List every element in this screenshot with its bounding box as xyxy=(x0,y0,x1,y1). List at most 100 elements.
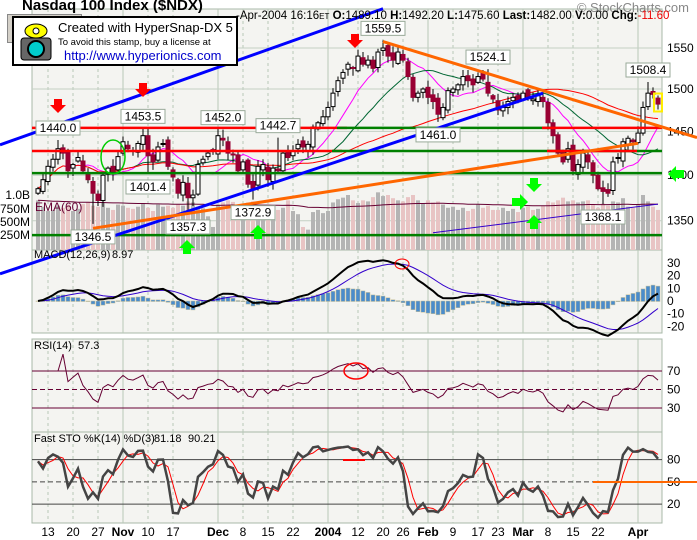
candle xyxy=(580,152,586,168)
volume-bar xyxy=(296,214,300,250)
x-axis-tick-label: 13 xyxy=(41,525,55,539)
callout-box xyxy=(625,62,671,78)
x-axis-tick-label: 15 xyxy=(261,525,275,539)
volume-bar xyxy=(116,204,120,250)
volume-bar xyxy=(286,200,290,250)
macd-histogram-bar xyxy=(95,300,101,307)
macd-histogram-bar xyxy=(175,300,181,308)
volume-bar xyxy=(651,206,655,250)
candle xyxy=(395,51,401,64)
macd-histogram-bar xyxy=(85,300,91,302)
candle xyxy=(145,135,151,157)
volume-bar xyxy=(451,206,455,250)
callout-label: 1357.3 xyxy=(170,220,207,234)
volume-bar xyxy=(521,207,525,250)
volume-bar xyxy=(556,200,560,250)
volume-bar xyxy=(361,200,365,250)
volume-bar xyxy=(291,210,295,250)
volume-bar xyxy=(306,229,310,250)
candle xyxy=(115,156,121,171)
rsi-axis-label: 30 xyxy=(667,401,681,415)
callout-label: 1559.5 xyxy=(365,21,402,35)
volume-bar xyxy=(216,204,220,250)
volume-bar xyxy=(396,200,400,250)
candle xyxy=(110,165,116,174)
high-label: H: xyxy=(390,10,403,22)
candle xyxy=(220,137,226,141)
x-axis-tick-label: Feb xyxy=(417,525,438,539)
volume-bar xyxy=(356,202,360,250)
macd-histogram-bar xyxy=(75,297,81,302)
copyright: © StockCharts.com xyxy=(576,0,689,15)
candle xyxy=(235,154,241,172)
quote-time: 16:16 xyxy=(290,10,320,22)
candle xyxy=(320,116,326,125)
orange-uptrend xyxy=(92,141,639,230)
candle xyxy=(635,132,641,144)
macd-histogram-bar xyxy=(145,297,151,302)
stamp-link[interactable]: http://www.hyperionics.com xyxy=(64,48,222,63)
volume-bar xyxy=(511,208,515,250)
price-axis-label: 1550 xyxy=(667,41,694,55)
candle xyxy=(125,144,131,150)
candle xyxy=(455,84,461,91)
volume-bar xyxy=(586,200,590,250)
candle xyxy=(475,76,481,83)
macd-histogram-bar xyxy=(565,300,571,312)
volume-axis-label: 1.0B xyxy=(5,188,30,202)
candle xyxy=(570,144,576,172)
callout-label: 1453.5 xyxy=(125,109,162,123)
rsi-label: RSI(14) xyxy=(34,340,72,352)
macd-histogram-bar xyxy=(335,289,341,302)
rsi-value: 57.3 xyxy=(78,340,99,352)
macd-histogram-bar xyxy=(595,300,601,310)
macd-histogram-bar xyxy=(640,288,646,302)
macd-histogram-bar xyxy=(590,300,596,309)
candle xyxy=(415,92,421,98)
candle xyxy=(545,101,551,124)
callout-label: 1442.7 xyxy=(260,119,297,133)
volume-bar xyxy=(611,201,615,250)
candle xyxy=(325,106,331,118)
camera-icon xyxy=(20,23,52,61)
volume-bar xyxy=(341,197,345,250)
red-down-arrow-icon xyxy=(347,34,363,48)
volume-bar xyxy=(261,208,265,250)
macd-histogram-bar xyxy=(340,288,346,302)
callout-box xyxy=(360,20,406,36)
macd-histogram-bar xyxy=(465,300,471,305)
volume-bar xyxy=(241,205,245,250)
candle xyxy=(195,164,201,195)
rsi-panel xyxy=(31,338,663,433)
volume-bar xyxy=(516,212,520,250)
volume-bar xyxy=(161,206,165,250)
volume-bar xyxy=(281,207,285,250)
candle xyxy=(490,95,496,100)
candle xyxy=(50,158,56,168)
macd-line xyxy=(37,259,659,337)
candle xyxy=(75,156,81,162)
x-axis-tick-label: 27 xyxy=(91,525,105,539)
candle xyxy=(175,179,181,194)
volume-bar xyxy=(61,207,65,250)
green-up-arrow-icon xyxy=(526,215,542,229)
volume-bar xyxy=(226,200,230,250)
volume-bar xyxy=(276,209,280,250)
change-label: Chg: xyxy=(611,10,638,22)
candle xyxy=(355,55,361,72)
red-down-arrow-icon xyxy=(135,83,151,97)
macd-histogram-bar xyxy=(130,297,136,302)
macd-histogram-bar xyxy=(325,292,331,302)
volume-bar xyxy=(491,209,495,250)
macd-histogram-bar xyxy=(490,300,496,305)
macd-histogram-bar xyxy=(355,288,361,302)
x-axis-tick-label: 2004 xyxy=(315,525,342,539)
candle xyxy=(295,143,301,150)
candle xyxy=(350,67,356,70)
macd-histogram-bar xyxy=(385,297,391,302)
volume-bar xyxy=(641,195,645,250)
candle xyxy=(205,152,211,158)
volume-bar xyxy=(551,202,555,250)
candle xyxy=(140,135,146,145)
volume-bar xyxy=(321,213,325,250)
